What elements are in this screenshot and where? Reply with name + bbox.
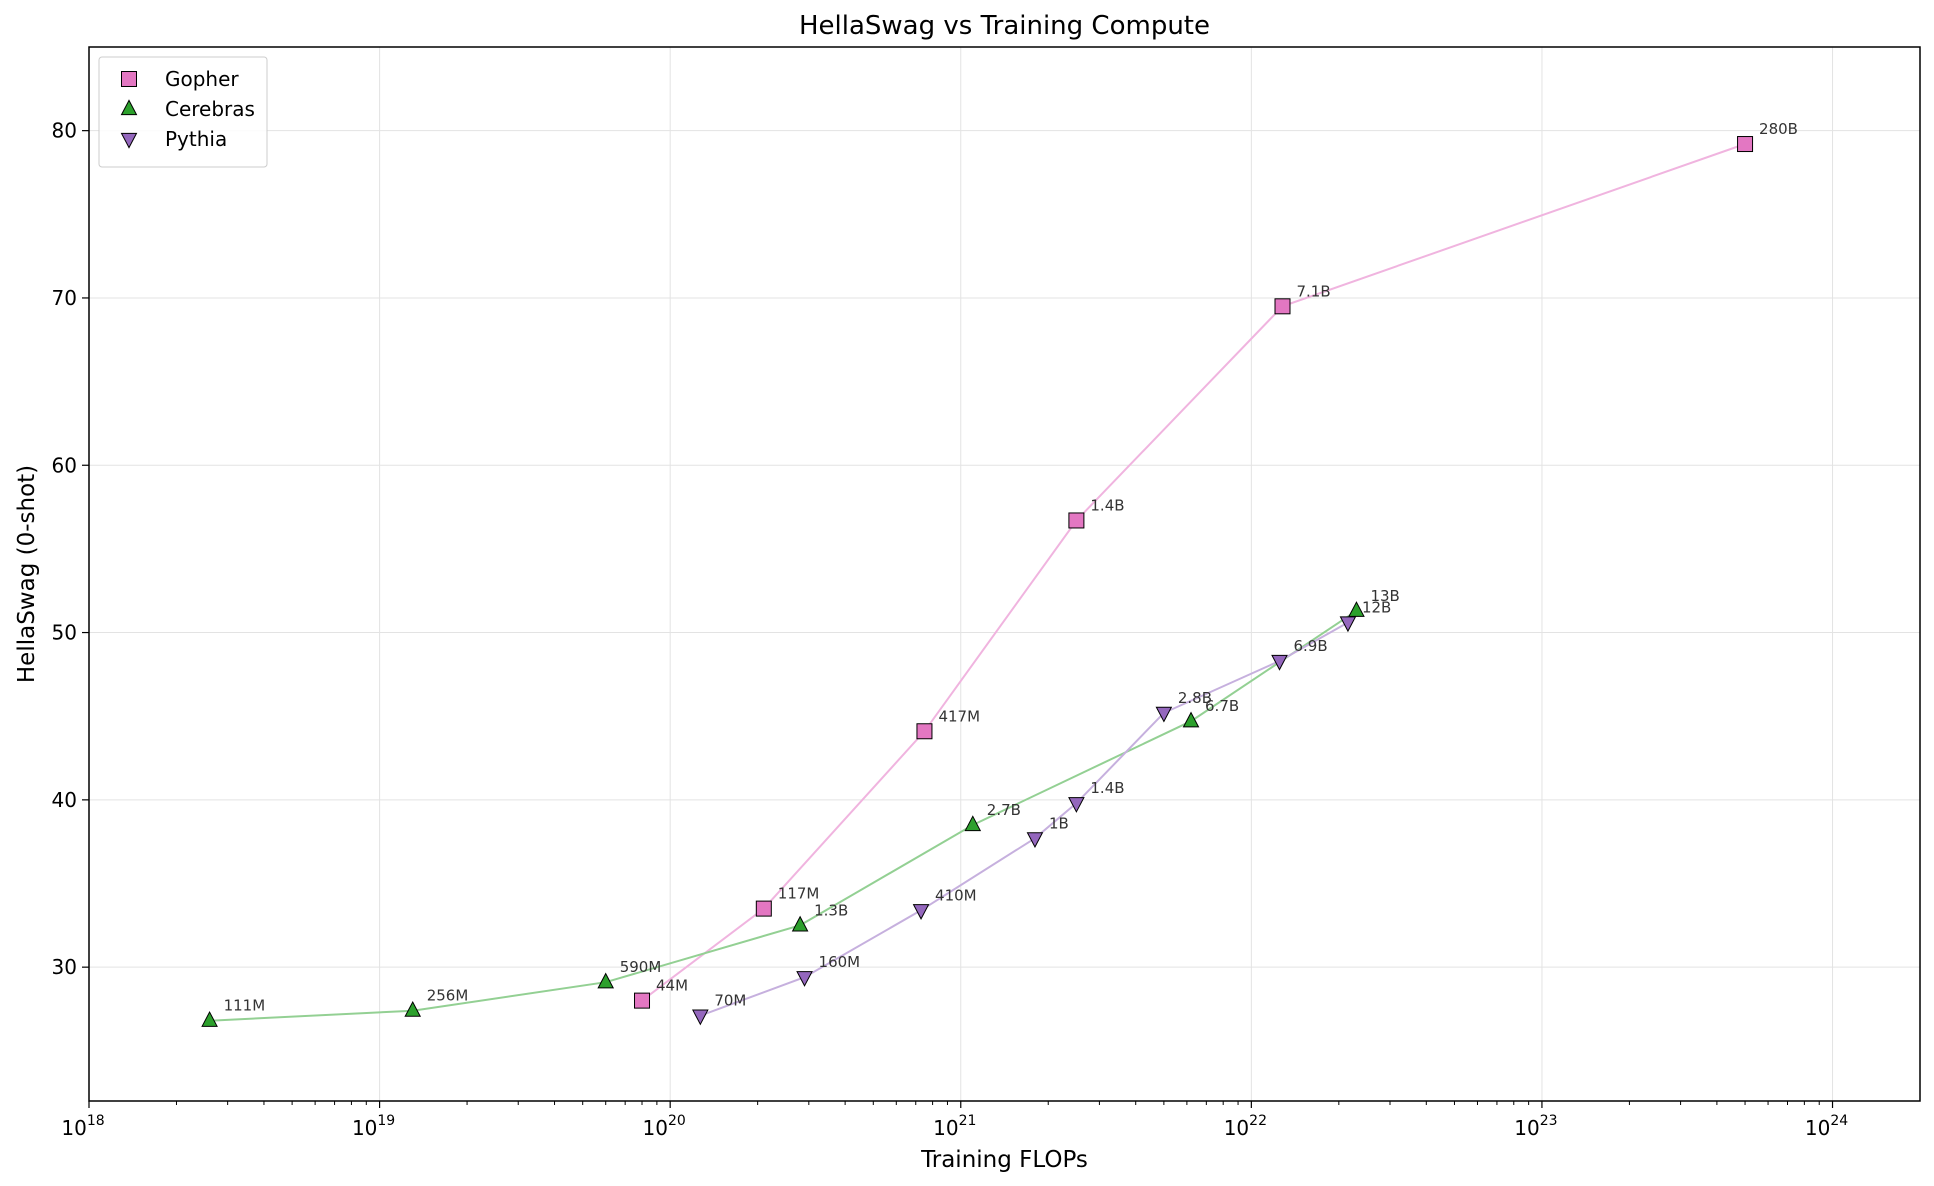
gopher-point-label: 417M — [938, 707, 980, 725]
gopher-point-label: 280B — [1759, 120, 1798, 138]
legend-label: Gopher — [165, 67, 239, 91]
legend-label: Cerebras — [165, 97, 255, 121]
cerebras-point — [1348, 601, 1365, 617]
cerebras-point-label: 6.7B — [1205, 697, 1239, 715]
pythia-point-label: 2.8B — [1178, 689, 1212, 707]
cerebras-point — [201, 1010, 218, 1027]
pythia-legend-marker — [120, 132, 138, 149]
y-tick-label: 50 — [52, 621, 77, 645]
cerebras-point-label: 1.3B — [814, 901, 848, 919]
cerebras-point — [964, 815, 982, 832]
pythia-point-label: 410M — [935, 886, 977, 904]
gopher-point — [916, 723, 933, 740]
cerebras-point-label: 111M — [224, 997, 266, 1015]
y-tick-label: 40 — [52, 788, 77, 812]
cerebras-point — [1182, 711, 1200, 728]
pythia-point — [1339, 616, 1357, 633]
pythia-point-label: 1B — [1049, 814, 1069, 832]
gopher-series-line — [641, 143, 1746, 1002]
pythia-point — [692, 1009, 709, 1026]
pythia-point — [912, 904, 930, 920]
pythia-point-label: 160M — [819, 953, 861, 971]
pythia-series-line — [699, 621, 1349, 1017]
cerebras-point — [791, 915, 809, 932]
y-axis-title: HellaSwag (0-shot) — [14, 465, 40, 683]
cerebras-legend-marker — [120, 99, 138, 116]
cerebras-point-label: 256M — [427, 987, 469, 1005]
pythia-point-label: 70M — [714, 992, 746, 1010]
gopher-point-label: 1.4B — [1090, 496, 1124, 514]
gopher-point — [1737, 136, 1754, 153]
pythia-point-label: 12B — [1362, 599, 1391, 617]
chart-title: HellaSwag vs Training Compute — [799, 11, 1210, 41]
pythia-point-label: 6.9B — [1294, 637, 1328, 655]
x-axis-title: Training FLOPs — [920, 1147, 1088, 1173]
y-tick-label: 70 — [52, 286, 77, 310]
legend-box — [98, 56, 268, 168]
y-tick-label: 60 — [52, 453, 77, 477]
pythia-point — [1155, 706, 1173, 723]
plot-frame — [88, 46, 1921, 1102]
pythia-point — [1068, 797, 1085, 813]
cerebras-point-label: 13B — [1370, 587, 1399, 605]
gopher-point — [1068, 512, 1085, 529]
cerebras-point — [597, 972, 615, 989]
gopher-point — [634, 992, 651, 1009]
cerebras-point-label: 2.7B — [987, 801, 1021, 819]
cerebras-point-label: 590M — [620, 958, 662, 976]
point-labels: 44M 117M 417M 1.4B 7.1B 280B 111M 256M 590M 1.3B 2… — [224, 120, 1798, 1015]
legend: Gopher Cerebras Pythia — [98, 56, 268, 168]
pythia-point — [796, 971, 813, 987]
gopher-point-label: 44M — [656, 977, 688, 995]
gopher-point-label: 7.1B — [1297, 282, 1331, 300]
legend-label: Pythia — [165, 127, 227, 151]
y-tick-label: 30 — [52, 955, 77, 979]
y-tick-label: 80 — [52, 119, 77, 143]
pythia-point — [1271, 654, 1288, 671]
gopher-point — [1274, 298, 1291, 315]
gopher-point — [755, 900, 772, 917]
gopher-legend-marker — [121, 71, 137, 87]
pythia-point-label: 1.4B — [1090, 779, 1124, 797]
cerebras-point — [404, 1000, 422, 1017]
series-markers — [201, 136, 1754, 1027]
pythia-point — [1026, 832, 1044, 849]
grid — [89, 47, 1920, 1101]
gopher-point-label: 117M — [778, 885, 820, 903]
